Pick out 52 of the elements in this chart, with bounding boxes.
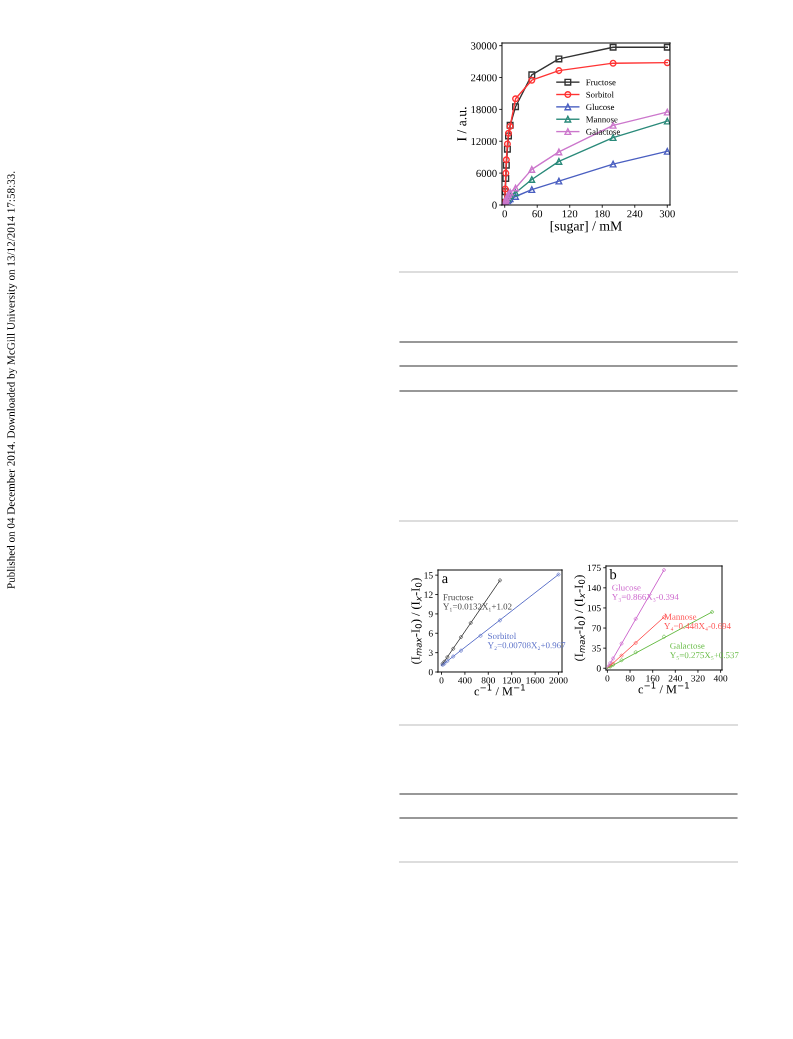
- y-tick-label: 0: [596, 665, 601, 672]
- x-axis-title: c$^{−1}$ / M$^{−1}$: [638, 682, 689, 694]
- x-tick-label: 1600: [526, 677, 545, 684]
- x-tick-label: 0: [605, 675, 610, 682]
- legend-label: Glucose: [586, 103, 615, 111]
- annotation: Fructose Y₁=0.0132X₁+1.02: [443, 594, 512, 612]
- x-tick-label: 300: [659, 210, 675, 218]
- legend-label: Fructose: [586, 79, 616, 86]
- y-tick-label: 24000: [471, 74, 497, 82]
- x-tick-label: 180: [595, 210, 610, 218]
- y-tick-label: 12000: [471, 137, 497, 146]
- x-tick-label: 60: [532, 210, 543, 218]
- x-axis-title: c$^{−1}$ / M$^{−1}$: [474, 684, 525, 696]
- x-tick-label: 120: [562, 210, 578, 218]
- chart-title: b: [609, 569, 617, 580]
- y-tick-label: 70: [592, 625, 601, 632]
- x-tick-label: 320: [691, 675, 705, 682]
- y-axis-title: I / a.u.: [457, 107, 467, 142]
- x-tick-label: 800: [481, 677, 496, 684]
- x-axis-title: [sugar] / mM: [550, 220, 622, 234]
- x-tick-label: 2000: [549, 677, 568, 684]
- y-tick-label: 6000: [476, 169, 497, 177]
- legend-label: Galactose: [586, 128, 620, 135]
- y-tick-label: 140: [587, 584, 601, 592]
- chart-title: a: [442, 576, 448, 584]
- x-tick-label: 400: [713, 675, 728, 682]
- annotation: Glucose Y₃=0.866X₃-0.394: [611, 584, 679, 602]
- y-tick-label: 12: [424, 591, 433, 598]
- y-tick-label: 0: [428, 669, 433, 676]
- text: (I$_{max}$-I$_{0}$) / (I$_{x}$-I$_{0}$): [411, 578, 423, 664]
- x-tick-label: 240: [627, 210, 643, 218]
- x-tick-label: 1200: [503, 677, 521, 684]
- y-tick-label: 175: [587, 564, 601, 572]
- text: (I$_{max}$-I$_{0}$) / (I$_{x}$-I$_{0}$): [574, 575, 586, 661]
- x-tick-label: 80: [625, 675, 635, 682]
- y-tick-label: 9: [428, 610, 433, 618]
- y-tick-label: 3: [428, 649, 433, 656]
- y-tick-label: 30000: [471, 42, 497, 50]
- y-tick-label: 18000: [471, 106, 497, 114]
- x-tick-label: 0: [439, 677, 444, 684]
- y-tick-label: 35: [592, 645, 601, 652]
- legend-label: Sorbitol: [586, 91, 614, 98]
- text: Published on 04 December 2014. Downloaded by McGill University on 13/12/2014 17:58:33.: [6, 171, 18, 589]
- x-tick-label: 240: [668, 675, 683, 682]
- y-tick-label: 6: [428, 630, 433, 637]
- x-tick-label: 0: [502, 210, 507, 218]
- y-tick-label: 0: [492, 201, 497, 209]
- x-tick-label: 400: [458, 677, 472, 684]
- y-tick-label: 105: [587, 604, 601, 612]
- y-tick-label: 15: [424, 572, 433, 579]
- x-tick-label: 160: [646, 675, 660, 682]
- legend-label: Mannose: [586, 116, 618, 123]
